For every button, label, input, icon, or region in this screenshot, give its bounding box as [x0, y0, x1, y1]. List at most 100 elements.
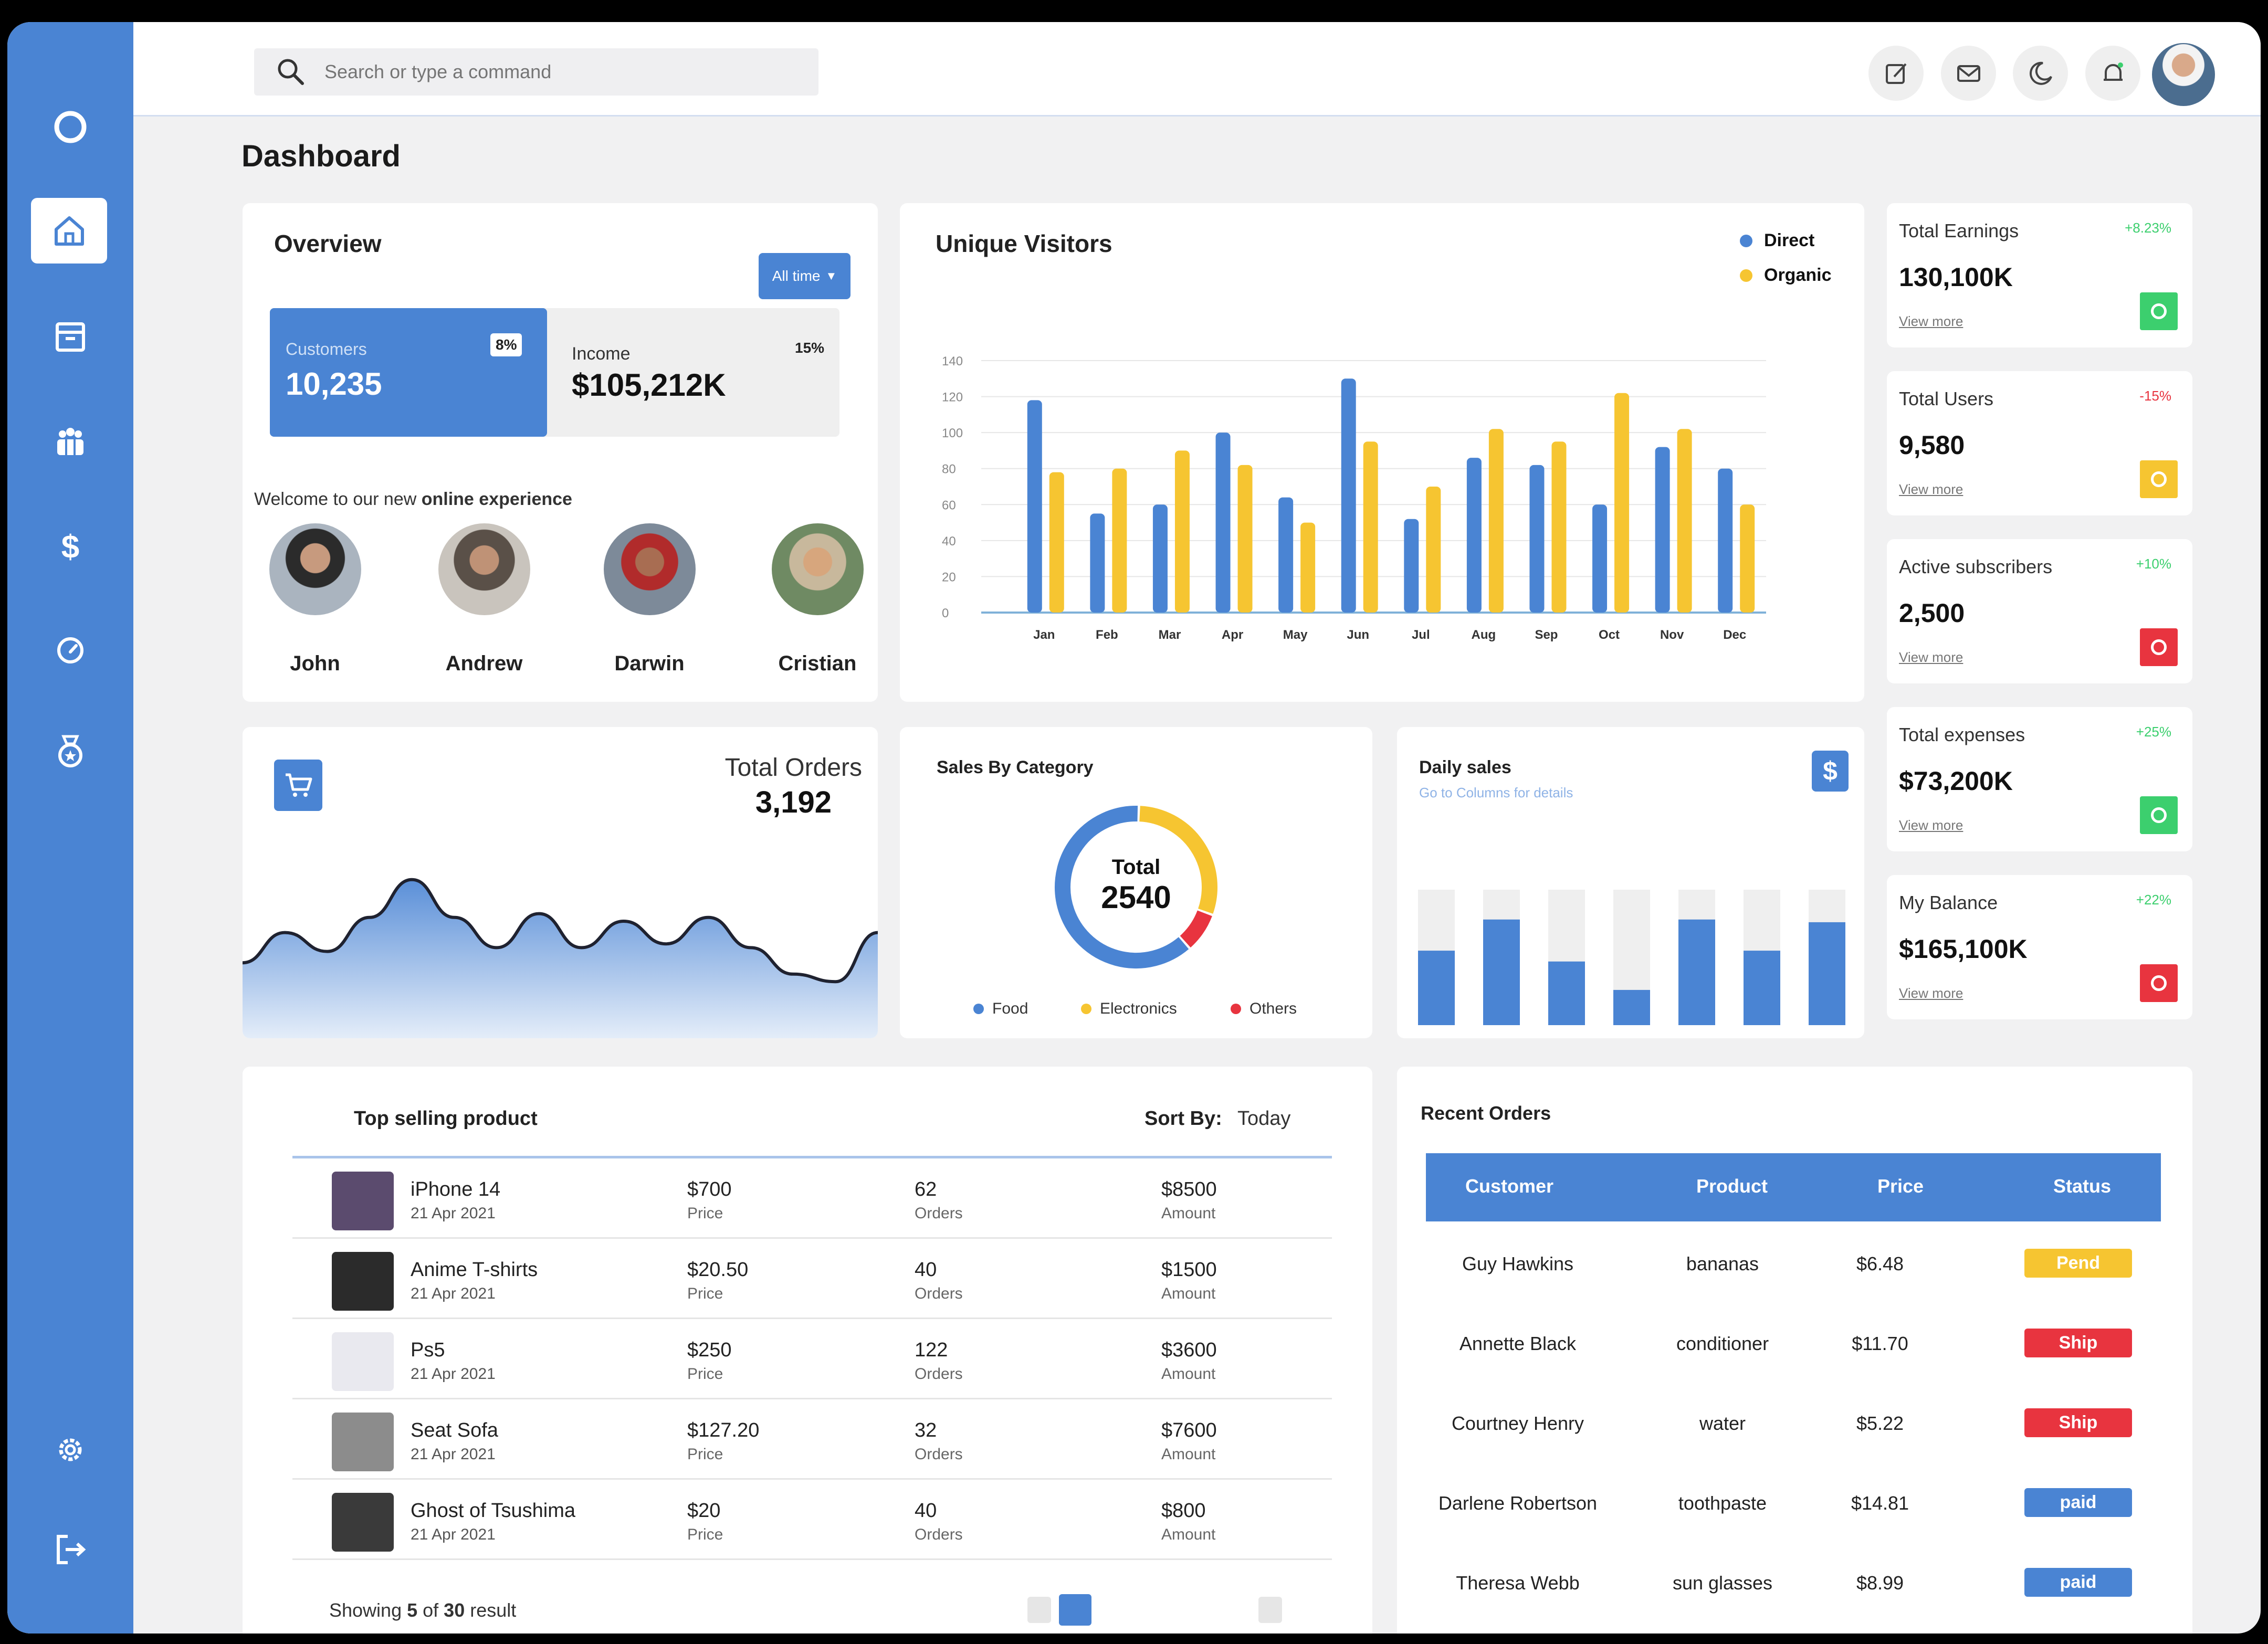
person-card[interactable]: Cristian: [760, 523, 875, 676]
view-more-link[interactable]: View more: [1899, 649, 1964, 665]
table-row[interactable]: Anime T-shirts 21 Apr 2021 $20.50 Price 40 Or…: [292, 1239, 1332, 1319]
product-price: $127.20: [687, 1419, 760, 1441]
bar-organic[interactable]: [1174, 450, 1190, 613]
bar-organic[interactable]: [1677, 429, 1692, 613]
sidebar-item-logout[interactable]: [39, 1518, 102, 1581]
customers-stat[interactable]: Customers 10,235 8%: [270, 308, 547, 437]
bar-direct[interactable]: [1278, 497, 1294, 613]
column-header[interactable]: Product: [1696, 1175, 1768, 1197]
product-orders: 122: [915, 1339, 948, 1361]
stat-card-expenses: Total expenses +25% $73,200K View more: [1887, 707, 2192, 851]
daily-sales-card: Daily sales Go to Columns for details $: [1397, 727, 1864, 1038]
bar-organic[interactable]: [1237, 465, 1253, 613]
sort-dropdown[interactable]: Today: [1237, 1108, 1291, 1130]
search-input[interactable]: [324, 61, 771, 83]
bar-direct[interactable]: [1592, 504, 1608, 613]
time-range-dropdown[interactable]: All time ▼: [759, 253, 850, 299]
svg-text:$: $: [61, 529, 79, 565]
person-card[interactable]: John: [257, 523, 373, 676]
bar-direct[interactable]: [1404, 519, 1419, 613]
bar-organic[interactable]: [1426, 487, 1441, 613]
logo-icon[interactable]: [39, 96, 102, 159]
mail-button[interactable]: [1941, 46, 1996, 101]
pagination-prev[interactable]: [1027, 1597, 1051, 1623]
table-row[interactable]: Theresa Webb sun glasses $8.99 paid: [1397, 1568, 2192, 1614]
bar-organic[interactable]: [1300, 522, 1316, 613]
product-amount: $3600: [1161, 1339, 1217, 1361]
bar-daily[interactable]: [1809, 922, 1845, 1025]
bar-organic[interactable]: [1049, 472, 1064, 613]
orders-caption: Orders: [915, 1446, 963, 1463]
user-avatar[interactable]: [2152, 43, 2215, 106]
person-photo: [269, 523, 361, 615]
bar-organic[interactable]: [1551, 441, 1567, 613]
cart-icon: [274, 760, 322, 811]
bar-daily[interactable]: [1418, 951, 1455, 1025]
bar-daily[interactable]: [1548, 961, 1585, 1025]
sidebar-item-users[interactable]: [39, 410, 102, 473]
column-header[interactable]: Price: [1877, 1175, 1924, 1197]
slice-food[interactable]: [1055, 806, 1189, 968]
table-row[interactable]: Seat Sofa 21 Apr 2021 $127.20 Price 32 Orders…: [292, 1399, 1332, 1480]
sidebar-item-settings[interactable]: [39, 1418, 102, 1481]
theme-toggle-button[interactable]: [2013, 46, 2068, 101]
bar-direct[interactable]: [1090, 513, 1105, 613]
pagination-next[interactable]: [1258, 1597, 1282, 1623]
view-more-link[interactable]: View more: [1899, 313, 1964, 329]
bar-daily[interactable]: [1483, 919, 1520, 1025]
bar-daily[interactable]: [1613, 989, 1650, 1025]
product-name: toothpaste: [1678, 1492, 1767, 1514]
bar-direct[interactable]: [1027, 400, 1042, 613]
person-card[interactable]: Darwin: [592, 523, 707, 676]
table-row[interactable]: Annette Black conditioner $11.70 Ship: [1397, 1329, 2192, 1375]
bar-direct[interactable]: [1466, 458, 1482, 613]
sidebar-item-archive[interactable]: [39, 305, 102, 368]
results-suffix: result: [465, 1599, 517, 1621]
bar-direct[interactable]: [1718, 468, 1733, 613]
bar-daily[interactable]: [1744, 951, 1780, 1025]
product-name: iPhone 14: [411, 1178, 501, 1200]
sidebar-item-finance[interactable]: $: [39, 515, 102, 578]
slice-electronics[interactable]: [1139, 806, 1217, 914]
bar-organic[interactable]: [1112, 468, 1127, 613]
notifications-button[interactable]: [2085, 46, 2140, 101]
bar-organic[interactable]: [1614, 393, 1630, 613]
dollar-icon[interactable]: $: [1812, 751, 1849, 792]
stat-card-balance: My Balance +22% $165,100K View more: [1887, 875, 2192, 1019]
table-row[interactable]: Ghost of Tsushima 21 Apr 2021 $20 Price 40 Or…: [292, 1480, 1332, 1560]
bar-direct[interactable]: [1152, 504, 1168, 613]
bar-direct[interactable]: [1215, 433, 1231, 613]
sidebar-item-awards[interactable]: [39, 720, 102, 783]
column-header[interactable]: Customer: [1465, 1175, 1554, 1197]
column-header[interactable]: Status: [2053, 1175, 2112, 1197]
stat-value: $165,100K: [1899, 934, 2028, 964]
bar-daily[interactable]: [1678, 919, 1715, 1025]
bar-direct[interactable]: [1529, 465, 1545, 613]
search-bar[interactable]: [254, 48, 818, 96]
sidebar-item-performance[interactable]: [39, 618, 102, 681]
table-row[interactable]: Guy Hawkins bananas $6.48 Pend: [1397, 1249, 2192, 1295]
table-row[interactable]: iPhone 14 21 Apr 2021 $700 Price 62 Orders $85…: [292, 1158, 1332, 1239]
bar-organic[interactable]: [1740, 504, 1755, 613]
view-more-link[interactable]: View more: [1899, 481, 1964, 497]
stat-icon: [2140, 796, 2178, 834]
sidebar-item-home[interactable]: [31, 198, 107, 264]
table-row[interactable]: Courtney Henry water $5.22 Ship: [1397, 1408, 2192, 1455]
bar-direct[interactable]: [1341, 378, 1356, 613]
table-row[interactable]: Darlene Robertson toothpaste $14.81 paid: [1397, 1488, 2192, 1534]
welcome-text: Welcome to our new: [254, 489, 422, 509]
slice-others[interactable]: [1180, 910, 1212, 948]
stat-value: 2,500: [1899, 598, 1965, 628]
legend-direct: Direct: [1740, 230, 1814, 251]
person-card[interactable]: Andrew: [426, 523, 542, 676]
bell-icon: [2103, 62, 2123, 81]
view-more-link[interactable]: View more: [1899, 817, 1964, 833]
pagination-current[interactable]: [1059, 1594, 1091, 1626]
view-more-link[interactable]: View more: [1899, 985, 1964, 1001]
bar-direct[interactable]: [1655, 447, 1670, 613]
bar-organic[interactable]: [1363, 441, 1378, 613]
bar-organic[interactable]: [1488, 429, 1504, 613]
edit-button[interactable]: [1868, 46, 1924, 101]
top-selling-card: Top selling product Sort By: Today iPhon…: [243, 1067, 1372, 1634]
table-row[interactable]: Ps5 21 Apr 2021 $250 Price 122 Orders $3600 Amo…: [292, 1319, 1332, 1399]
